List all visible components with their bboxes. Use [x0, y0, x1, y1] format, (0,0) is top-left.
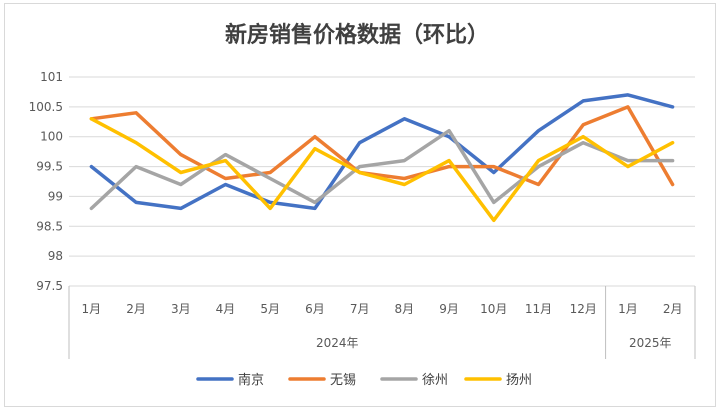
series-line-3	[89, 117, 675, 223]
legend: 南京 无锡 徐州 扬州	[196, 372, 532, 388]
gridlines	[69, 76, 695, 287]
legend-label: 无锡	[330, 373, 356, 388]
series-line-1	[89, 105, 675, 187]
y-tick-label: 100.5	[29, 100, 63, 114]
x-tick-label: 1月	[618, 302, 638, 316]
x-tick-label: 5月	[260, 302, 280, 316]
legend-label: 徐州	[422, 373, 448, 388]
y-tick-label: 98.5	[36, 219, 63, 233]
x-tick-label: 11月	[525, 302, 552, 316]
legend-label: 扬州	[506, 373, 532, 388]
y-tick-label: 99.5	[36, 160, 63, 174]
x-tick-label: 2月	[126, 302, 146, 316]
x-axis: 1月 2月 3月 4月 5月 6月 7月 8月 9月 10月 11月 12月 1月 2月 2024年 2025…	[68, 286, 696, 359]
x-tick-label: 2月	[663, 302, 683, 316]
x-tick-label: 3月	[171, 302, 191, 316]
line-chart: 新房销售价格数据（环比） 97.5 98 98.5 99 99.5 100 100.5 101…	[29, 22, 696, 388]
y-tick-label: 97.5	[36, 279, 63, 293]
chart-frame: 新房销售价格数据（环比） 97.5 98 98.5 99 99.5 100 100.5 101…	[4, 3, 716, 407]
chart-title: 新房销售价格数据（环比）	[225, 22, 489, 48]
y-tick-label: 101	[40, 70, 63, 84]
y-tick-label: 100	[40, 130, 63, 144]
year-group-label: 2025年	[629, 336, 672, 350]
series-lines	[89, 93, 675, 223]
series-line-2	[89, 128, 675, 211]
year-group-label: 2024年	[316, 336, 359, 350]
y-tick-label: 98	[48, 249, 63, 263]
x-tick-label: 6月	[305, 302, 325, 316]
x-tick-label: 9月	[439, 302, 459, 316]
x-tick-label: 7月	[350, 302, 370, 316]
series-line-0	[89, 93, 675, 211]
x-tick-label: 1月	[82, 302, 102, 316]
x-tick-label: 10月	[480, 302, 507, 316]
x-tick-label: 8月	[395, 302, 415, 316]
y-tick-label: 99	[48, 189, 63, 203]
x-tick-label: 12月	[570, 302, 597, 316]
legend-label: 南京	[238, 372, 264, 388]
x-tick-label: 4月	[216, 302, 236, 316]
y-axis: 97.5 98 98.5 99 99.5 100 100.5 101	[29, 70, 63, 293]
